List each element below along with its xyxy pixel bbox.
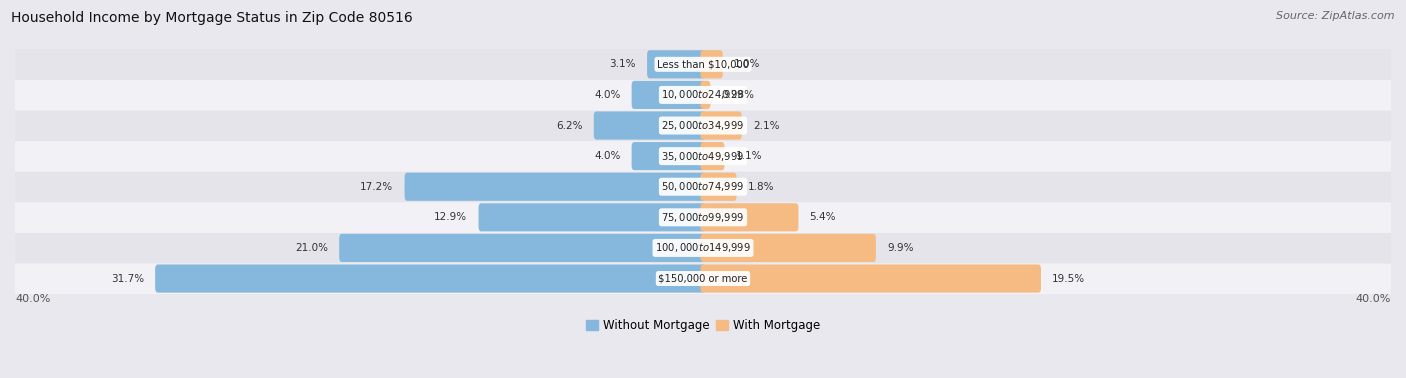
FancyBboxPatch shape [15,232,1391,263]
FancyBboxPatch shape [15,141,1391,172]
Text: 0.28%: 0.28% [721,90,755,100]
FancyBboxPatch shape [700,173,737,201]
FancyBboxPatch shape [700,81,710,109]
Text: $25,000 to $34,999: $25,000 to $34,999 [661,119,745,132]
FancyBboxPatch shape [700,142,724,170]
Text: 17.2%: 17.2% [360,182,394,192]
Text: Less than $10,000: Less than $10,000 [657,59,749,69]
Text: 31.7%: 31.7% [111,274,143,284]
Text: $100,000 to $149,999: $100,000 to $149,999 [655,242,751,254]
Text: 9.9%: 9.9% [887,243,914,253]
Text: 1.0%: 1.0% [734,59,761,69]
FancyBboxPatch shape [631,142,706,170]
FancyBboxPatch shape [15,110,1391,141]
FancyBboxPatch shape [339,234,706,262]
Text: $75,000 to $99,999: $75,000 to $99,999 [661,211,745,224]
Text: $35,000 to $49,999: $35,000 to $49,999 [661,150,745,163]
FancyBboxPatch shape [15,263,1391,294]
Text: 1.1%: 1.1% [735,151,762,161]
FancyBboxPatch shape [700,112,742,139]
Text: $50,000 to $74,999: $50,000 to $74,999 [661,180,745,193]
Text: 19.5%: 19.5% [1052,274,1085,284]
FancyBboxPatch shape [700,234,876,262]
FancyBboxPatch shape [593,112,706,139]
FancyBboxPatch shape [700,203,799,231]
FancyBboxPatch shape [405,173,706,201]
FancyBboxPatch shape [700,265,1040,293]
Text: 4.0%: 4.0% [595,151,620,161]
Text: 12.9%: 12.9% [434,212,467,222]
Text: 21.0%: 21.0% [295,243,328,253]
Text: 40.0%: 40.0% [15,294,51,304]
FancyBboxPatch shape [15,171,1391,202]
FancyBboxPatch shape [647,50,706,78]
Legend: Without Mortgage, With Mortgage: Without Mortgage, With Mortgage [586,319,820,332]
FancyBboxPatch shape [478,203,706,231]
Text: 1.8%: 1.8% [748,182,775,192]
Text: 5.4%: 5.4% [810,212,837,222]
FancyBboxPatch shape [700,50,723,78]
FancyBboxPatch shape [15,49,1391,80]
Text: 6.2%: 6.2% [557,121,582,130]
FancyBboxPatch shape [15,79,1391,110]
Text: 4.0%: 4.0% [595,90,620,100]
Text: Household Income by Mortgage Status in Zip Code 80516: Household Income by Mortgage Status in Z… [11,11,413,25]
FancyBboxPatch shape [15,202,1391,233]
FancyBboxPatch shape [155,265,706,293]
Text: $10,000 to $24,999: $10,000 to $24,999 [661,88,745,101]
Text: 3.1%: 3.1% [609,59,636,69]
Text: 2.1%: 2.1% [752,121,779,130]
Text: Source: ZipAtlas.com: Source: ZipAtlas.com [1277,11,1395,21]
Text: 40.0%: 40.0% [1355,294,1391,304]
Text: $150,000 or more: $150,000 or more [658,274,748,284]
FancyBboxPatch shape [631,81,706,109]
